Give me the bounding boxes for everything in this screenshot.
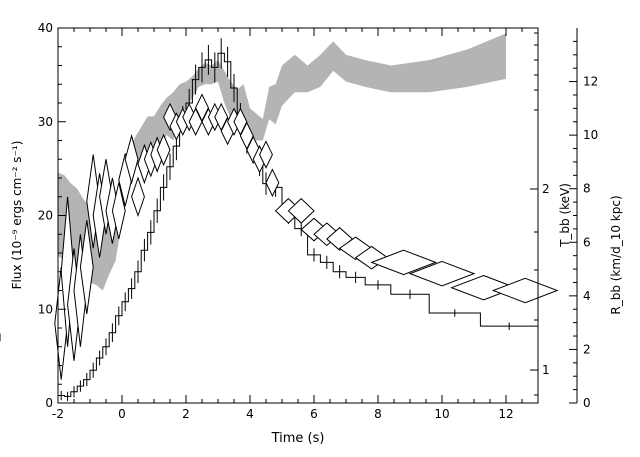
temperature-diamond: [370, 249, 438, 276]
x-tick-label: 0: [118, 407, 126, 421]
radius-band: [58, 33, 506, 291]
y-axis-label-kT: T_bb (keV): [558, 183, 572, 248]
temperature-diamond: [259, 140, 273, 169]
y-tick-label: 0: [45, 396, 53, 410]
radius-tick-label: 8: [583, 182, 591, 196]
radius-tick-label: 2: [583, 342, 591, 356]
radius-tick-label: 12: [583, 75, 598, 89]
temperature-diamond: [287, 197, 315, 224]
y-tick-label: 10: [38, 302, 53, 316]
radius-tick-label: 6: [583, 235, 591, 249]
temperature-diamond: [79, 220, 94, 315]
temperature-diamond: [408, 260, 476, 287]
x-tick-label: 6: [310, 407, 318, 421]
kT-tick-label: 1: [542, 363, 550, 377]
temperature-diamond: [156, 133, 171, 167]
x-tick-label: 10: [434, 407, 449, 421]
temperature-diamond: [131, 176, 145, 218]
y-tick-label: 20: [38, 209, 53, 223]
y-tick-label: 40: [38, 21, 53, 35]
temperature-diamond-layer: [54, 93, 559, 380]
x-tick-label: 2: [182, 407, 190, 421]
radius-tick-label: 10: [583, 128, 598, 142]
temperature-diamond: [124, 133, 139, 185]
radius-band-layer: [58, 33, 506, 291]
x-tick-label: 12: [498, 407, 513, 421]
radius-tick-label: 0: [583, 396, 591, 410]
y-axis-label-radius: R_bb (km/d_10 kpc): [609, 195, 623, 314]
x-tick-label: -2: [52, 407, 64, 421]
temperature-diamond: [491, 277, 559, 304]
x-tick-label: 4: [246, 407, 254, 421]
flux-histogram-layer: [0, 38, 539, 402]
y-tick-label: 30: [38, 115, 53, 129]
x-tick-label: 8: [374, 407, 382, 421]
temperature-diamond: [265, 168, 280, 197]
temperature-diamond: [111, 182, 126, 240]
kT-tick-label: 2: [542, 182, 550, 196]
temperature-diamond: [313, 222, 341, 247]
radius-tick-label: 4: [583, 289, 591, 303]
x-axis-label: Time (s): [271, 431, 325, 446]
flux-histogram: [58, 52, 539, 397]
temperature-diamond: [450, 274, 518, 301]
y-axis-label-left: Flux (10⁻⁹ ergs cm⁻² s⁻¹): [10, 141, 24, 290]
